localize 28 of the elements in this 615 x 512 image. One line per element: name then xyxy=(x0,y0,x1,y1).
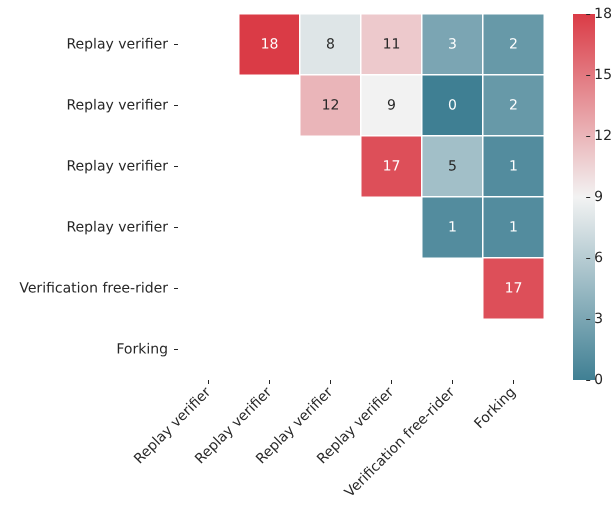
data-label: 17 xyxy=(504,280,522,296)
data-label: 1 xyxy=(509,158,518,174)
data-label: 12 xyxy=(322,98,340,114)
y-tick-label: Forking xyxy=(116,342,168,358)
y-tick-label: Replay verifier xyxy=(66,158,168,174)
data-label: 9 xyxy=(387,98,396,114)
color-bar-label: 15 xyxy=(594,67,612,83)
data-label: 18 xyxy=(260,36,278,52)
y-tick-label: Replay verifier xyxy=(66,36,168,52)
data-label: 8 xyxy=(326,36,335,52)
data-label: 0 xyxy=(448,98,457,114)
data-label: 2 xyxy=(509,98,518,114)
data-label: 1 xyxy=(509,220,518,236)
data-label: 1 xyxy=(448,220,457,236)
data-label: 17 xyxy=(382,158,400,174)
data-label: 5 xyxy=(448,158,457,174)
y-tick-label: Replay verifier xyxy=(66,220,168,236)
color-bar-label: 6 xyxy=(594,250,604,266)
y-tick-label: Verification free-rider xyxy=(19,280,168,296)
color-bar-label: 3 xyxy=(594,311,604,327)
data-label: 2 xyxy=(509,36,518,52)
data-label: 3 xyxy=(448,36,457,52)
color-bar-label: 12 xyxy=(594,128,612,144)
color-bar-label: 9 xyxy=(594,189,604,205)
y-tick-label: Replay verifier xyxy=(66,98,168,114)
data-label: 11 xyxy=(382,36,400,52)
color-bar-label: 18 xyxy=(594,6,612,22)
color-bar-label: 0 xyxy=(594,372,604,388)
